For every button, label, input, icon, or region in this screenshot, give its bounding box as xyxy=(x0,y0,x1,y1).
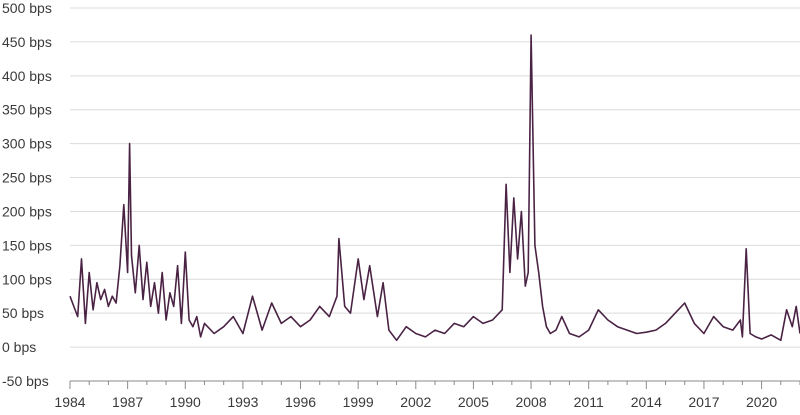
y-tick-label: 50 bps xyxy=(2,305,44,321)
series-line xyxy=(69,34,800,342)
x-tick-label: 2005 xyxy=(458,394,489,410)
x-tick-label: 1993 xyxy=(227,394,258,410)
x-tick-label: 1996 xyxy=(285,394,316,410)
y-tick-label: 500 bps xyxy=(2,0,52,16)
x-tick-label: 2011 xyxy=(574,394,604,410)
x-tick-label: 2017 xyxy=(688,394,719,410)
x-tick-label: 2002 xyxy=(400,394,431,410)
y-tick-label: 450 bps xyxy=(2,34,52,50)
x-tick-label: 1999 xyxy=(343,394,374,410)
x-tick-label: 1987 xyxy=(112,394,143,410)
y-tick-label: 150 bps xyxy=(2,237,52,253)
y-tick-label: 400 bps xyxy=(2,68,52,84)
y-tick-label: 250 bps xyxy=(2,170,52,186)
x-axis: 1984 1987 1990 1993 1996 1999 2002 2005 2008 2011… xyxy=(54,380,800,410)
y-tick-label: 350 bps xyxy=(2,102,52,118)
x-tick-label: 1984 xyxy=(54,394,85,410)
y-tick-label: 200 bps xyxy=(2,203,52,219)
x-tick-label: 2008 xyxy=(515,394,546,410)
y-tick-label: 300 bps xyxy=(2,136,52,152)
x-tick-label: 1990 xyxy=(170,394,201,410)
x-tick-label: 2014 xyxy=(631,394,662,410)
grid-lines xyxy=(70,7,800,348)
x-tick-label: 2020 xyxy=(746,394,777,410)
y-tick-label: 0 bps xyxy=(2,339,36,355)
y-tick-label: -50 bps xyxy=(2,373,49,389)
y-tick-label: 100 bps xyxy=(2,271,52,287)
y-tick-labels: -50 bps 0 bps 50 bps 100 bps 150 bps 200 bps 2… xyxy=(2,0,52,389)
